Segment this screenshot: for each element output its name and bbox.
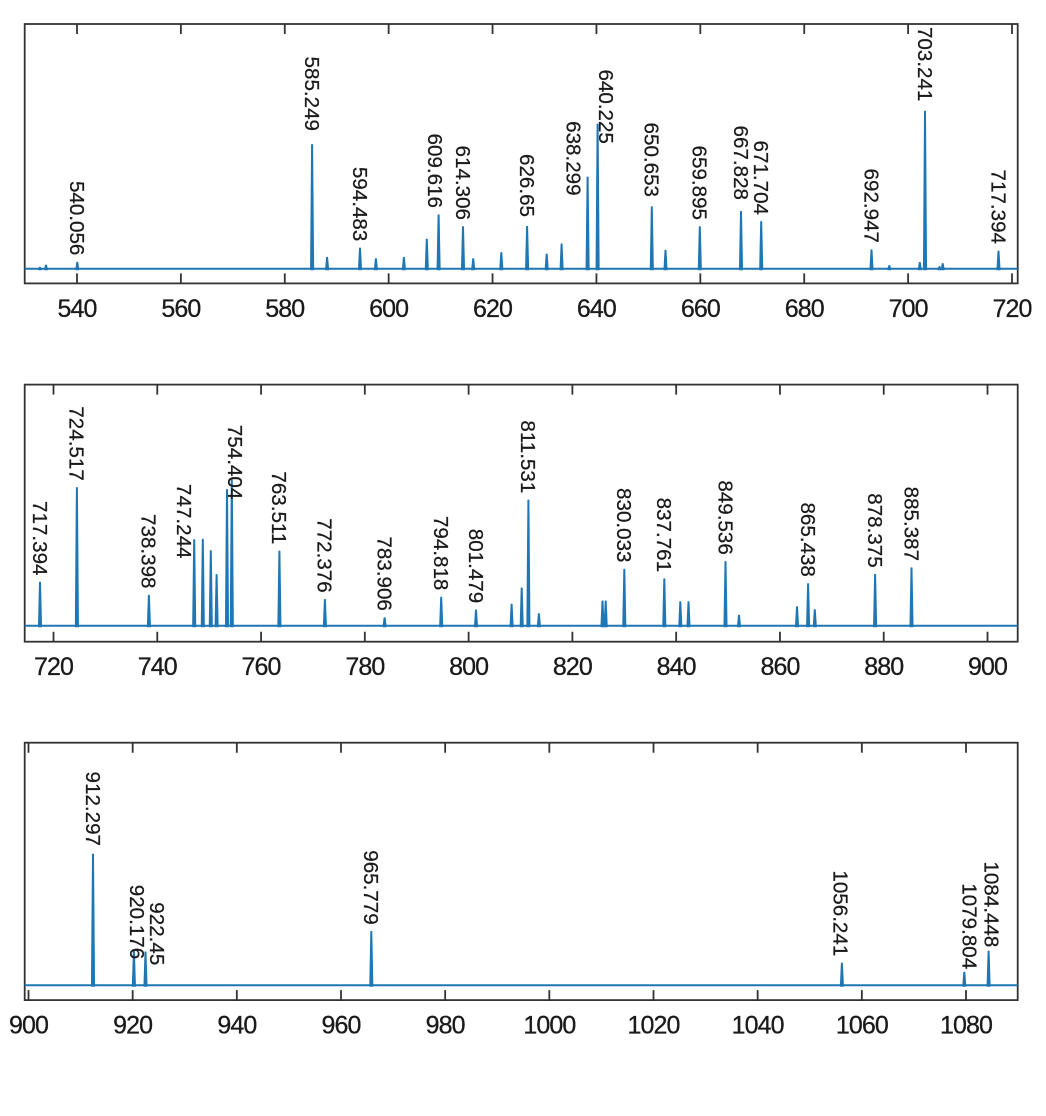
svg-text:667.828: 667.828	[729, 126, 752, 200]
svg-text:659.895: 659.895	[688, 146, 711, 220]
svg-text:960: 960	[321, 1012, 360, 1040]
svg-text:560: 560	[161, 295, 200, 323]
svg-text:763.511: 763.511	[267, 471, 290, 544]
svg-text:1020: 1020	[627, 1012, 679, 1040]
svg-text:660: 660	[681, 295, 720, 323]
svg-text:650.653: 650.653	[640, 123, 663, 197]
svg-text:900: 900	[968, 653, 1007, 681]
svg-text:754.404: 754.404	[223, 425, 246, 499]
svg-text:1080: 1080	[940, 1012, 992, 1040]
svg-text:1000: 1000	[523, 1012, 575, 1040]
svg-text:760: 760	[242, 653, 281, 681]
svg-text:680: 680	[785, 295, 824, 323]
svg-text:922.45: 922.45	[145, 902, 168, 965]
svg-text:860: 860	[760, 653, 799, 681]
svg-text:692.947: 692.947	[859, 169, 882, 243]
svg-text:783.906: 783.906	[372, 536, 395, 610]
svg-text:720: 720	[992, 295, 1031, 323]
svg-text:878.375: 878.375	[863, 493, 886, 567]
svg-text:585.249: 585.249	[300, 57, 323, 131]
svg-text:1084.448: 1084.448	[979, 861, 1002, 947]
svg-text:830.033: 830.033	[612, 488, 635, 562]
svg-text:540.056: 540.056	[65, 181, 88, 255]
svg-text:820: 820	[553, 653, 592, 681]
svg-text:600: 600	[369, 295, 408, 323]
svg-text:724.517: 724.517	[65, 406, 88, 480]
svg-text:940: 940	[217, 1012, 256, 1040]
svg-text:980: 980	[426, 1012, 465, 1040]
svg-text:780: 780	[345, 653, 384, 681]
svg-text:840: 840	[657, 653, 696, 681]
svg-text:865.438: 865.438	[796, 502, 819, 576]
svg-text:801.479: 801.479	[464, 529, 487, 603]
svg-text:837.761: 837.761	[652, 498, 675, 572]
svg-text:717.394: 717.394	[986, 170, 1009, 244]
svg-text:720: 720	[34, 653, 73, 681]
svg-text:614.306: 614.306	[451, 146, 474, 220]
svg-text:880: 880	[864, 653, 903, 681]
svg-text:900: 900	[9, 1012, 48, 1040]
svg-text:800: 800	[449, 653, 488, 681]
svg-text:1079.804: 1079.804	[957, 883, 980, 969]
svg-text:620: 620	[473, 295, 512, 323]
svg-text:738.398: 738.398	[137, 514, 160, 588]
svg-text:671.704: 671.704	[749, 141, 772, 215]
svg-text:885.387: 885.387	[899, 487, 922, 561]
svg-text:540: 540	[57, 295, 96, 323]
svg-text:703.241: 703.241	[913, 27, 936, 101]
svg-text:1040: 1040	[732, 1012, 784, 1040]
svg-text:794.818: 794.818	[429, 516, 452, 590]
svg-text:1060: 1060	[836, 1012, 888, 1040]
svg-text:594.483: 594.483	[348, 167, 371, 241]
svg-text:700: 700	[889, 295, 928, 323]
svg-text:640: 640	[577, 295, 616, 323]
svg-text:912.297: 912.297	[81, 772, 104, 846]
svg-text:811.531: 811.531	[516, 420, 539, 493]
svg-text:772.376: 772.376	[313, 518, 336, 592]
svg-text:638.299: 638.299	[562, 121, 585, 195]
svg-text:965.779: 965.779	[359, 850, 382, 924]
svg-text:1056.241: 1056.241	[828, 870, 851, 956]
svg-text:717.394: 717.394	[28, 501, 51, 575]
svg-text:740: 740	[138, 653, 177, 681]
svg-text:920: 920	[113, 1012, 152, 1040]
svg-text:640.225: 640.225	[594, 69, 617, 143]
svg-text:609.616: 609.616	[423, 134, 446, 208]
svg-text:626.65: 626.65	[515, 154, 538, 217]
svg-text:580: 580	[265, 295, 304, 323]
svg-text:920.176: 920.176	[125, 885, 148, 959]
svg-text:747.244: 747.244	[172, 484, 195, 558]
svg-text:849.536: 849.536	[713, 480, 736, 554]
